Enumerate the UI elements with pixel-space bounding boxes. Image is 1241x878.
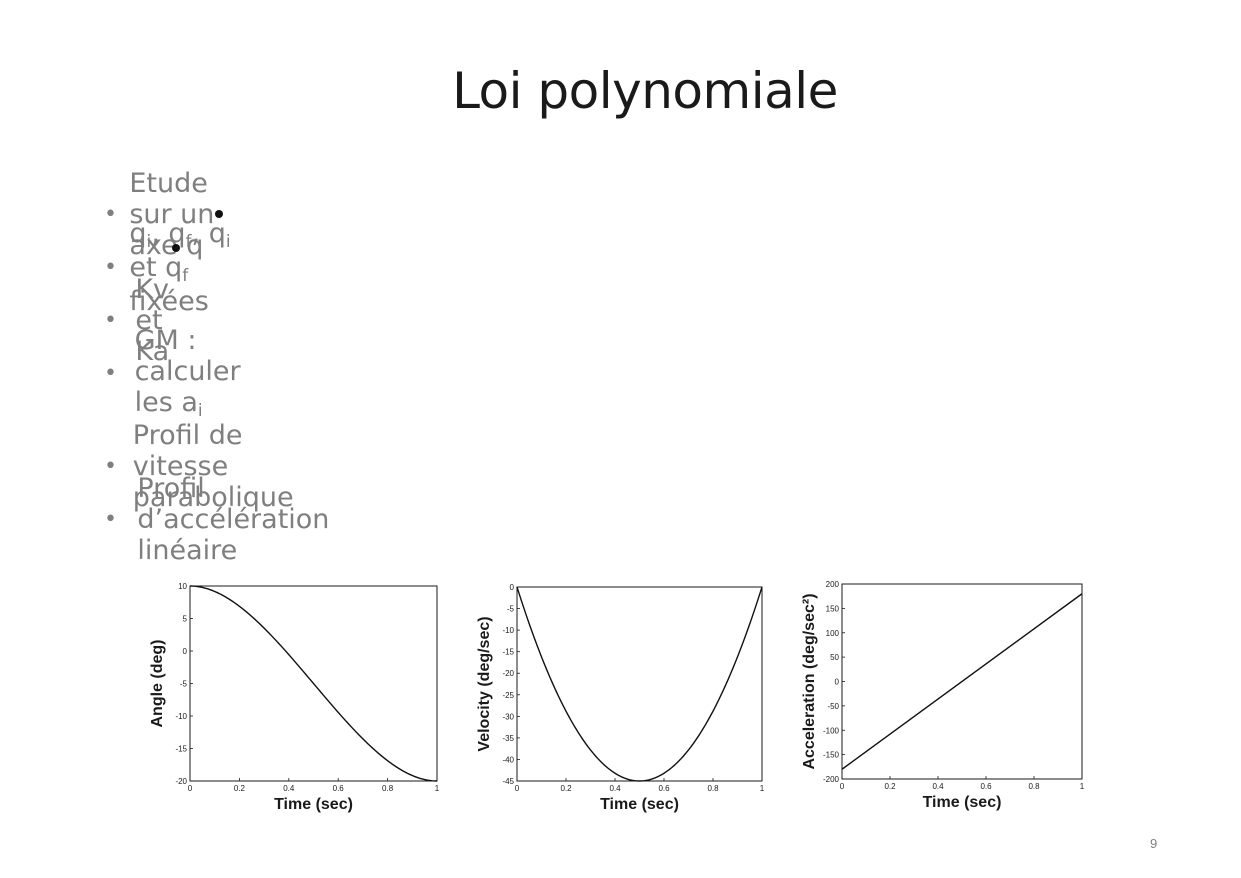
slide-title: Loi polynomiale: [452, 62, 838, 120]
data-series-line: [516, 586, 763, 782]
x-tick-label: 1: [435, 784, 440, 793]
y-tick-label: -50: [827, 702, 839, 711]
y-tick-label: -20: [502, 669, 514, 678]
bullet-item: • Kv et Ka: [104, 274, 196, 367]
x-tick-label: 0.6: [658, 784, 670, 793]
bullet-text-main: GM : calculer les a: [134, 325, 241, 418]
q-symbol: q: [168, 217, 186, 249]
y-tick-label: -25: [502, 691, 514, 700]
x-tick-label: 0.2: [884, 782, 896, 791]
x-axis-label: Time (sec): [600, 796, 679, 813]
y-tick-label: -150: [823, 751, 840, 760]
y-tick-label: 0: [835, 678, 840, 687]
x-tick-label: 0.2: [234, 784, 246, 793]
x-tick-label: 0.6: [333, 784, 345, 793]
page-number: 9: [1150, 836, 1158, 851]
x-tick-label: 0.8: [1028, 782, 1040, 791]
angle-plot: 0 0.2 0.4 0.6 0.8 1 10 5 0 -5 -10 -15 -20 Time (sec) A…: [149, 582, 440, 813]
bullet-item: • Profil d’accélération linéaire: [104, 473, 354, 566]
y-tick-label: -15: [175, 745, 187, 754]
y-axis-label: Velocity (deg/sec): [476, 616, 493, 751]
bullet-marker: •: [104, 254, 117, 280]
x-tick-label: 1: [1080, 782, 1085, 791]
bullet-item: • Etude sur un axe q: [104, 168, 241, 261]
y-axis-label: Acceleration (deg/sec²): [801, 593, 818, 769]
bullet-text: Profil de vitesse parabolique: [132, 419, 294, 513]
x-tick-label: 0.8: [707, 784, 719, 793]
subscript: i: [197, 401, 203, 421]
y-tick-label: -30: [502, 712, 514, 721]
data-series-line: [841, 593, 1083, 770]
acceleration-plot: 0 0.2 0.4 0.6 0.8 1 200 150 100 50 0 -50 -100 -150 -20…: [801, 580, 1085, 811]
subscript: i: [225, 231, 231, 252]
y-tick-label: -40: [502, 755, 514, 764]
y-tick-label: -35: [502, 734, 514, 743]
bullet-text: Kv et Ka: [135, 273, 170, 367]
bullet-item: • Profil de vitesse parabolique: [104, 420, 323, 513]
x-tick-label: 1: [760, 784, 765, 793]
separator: ,: [191, 217, 209, 249]
y-tick-label: -10: [175, 712, 187, 721]
data-series-line: [189, 585, 438, 782]
y-tick-label: -10: [502, 626, 514, 635]
bullet-item: • qi, qf, qi et qf fixées: [104, 209, 241, 317]
velocity-plot: 0 0.2 0.4 0.6 0.8 1 0 -5 -10 -15 -20 -25 -30 -35 -40 -4…: [476, 583, 765, 813]
x-axis-label: Time (sec): [274, 796, 353, 813]
q-dot-symbol: q: [208, 209, 226, 249]
x-tick-label: 0.2: [560, 784, 572, 793]
bullet-marker: •: [104, 360, 117, 386]
x-tick-label: 0.4: [283, 784, 295, 793]
y-tick-label: 0: [183, 647, 188, 656]
y-tick-label: 200: [826, 580, 840, 589]
conjunction: et: [129, 251, 166, 283]
x-tick-label: 0.4: [609, 784, 621, 793]
bullet-text: Etude sur un axe q: [129, 167, 215, 261]
bullet-marker: •: [104, 307, 117, 333]
y-tick-label: -5: [180, 680, 188, 689]
x-axis-label: Time (sec): [923, 794, 1002, 811]
y-tick-label: -5: [507, 605, 515, 614]
subscript: f: [185, 231, 192, 252]
x-tick-label: 0: [188, 784, 193, 793]
bullet-text: Profil d’accélération linéaire: [137, 472, 330, 566]
y-tick-label: 5: [183, 615, 188, 624]
y-axis-label: Angle (deg): [149, 640, 166, 728]
y-tick-label: -45: [502, 777, 514, 786]
q-symbol: q: [129, 217, 147, 249]
separator: ,: [151, 217, 169, 249]
bullet-marker: •: [104, 506, 117, 532]
y-tick-label: 0: [510, 583, 515, 592]
subscript: i: [146, 231, 152, 252]
subscript: f: [182, 265, 189, 286]
y-tick-label: -100: [823, 726, 840, 735]
y-tick-label: -15: [502, 648, 514, 657]
y-tick-label: 10: [178, 582, 187, 591]
y-tick-label: -200: [823, 775, 840, 784]
y-tick-label: 150: [826, 604, 840, 613]
bullet-text-tail: fixées: [129, 285, 209, 317]
bullet-text: qi, qf, qi et qf fixées: [129, 209, 241, 317]
bullet-item: • GM : calculer les ai: [104, 325, 268, 421]
x-tick-label: 0: [840, 782, 845, 791]
bullet-marker: •: [104, 453, 117, 479]
q-dot-symbol: q: [165, 243, 183, 283]
x-tick-label: 0: [515, 784, 520, 793]
bullet-text: GM : calculer les ai: [135, 325, 268, 421]
plot-frame: [516, 586, 763, 782]
x-tick-label: 0.8: [382, 784, 394, 793]
y-tick-label: 50: [830, 653, 839, 662]
x-tick-label: 0.4: [932, 782, 944, 791]
x-tick-label: 0.6: [980, 782, 992, 791]
y-tick-label: -20: [175, 777, 187, 786]
y-tick-label: 100: [826, 629, 840, 638]
bullet-marker: •: [104, 201, 117, 227]
